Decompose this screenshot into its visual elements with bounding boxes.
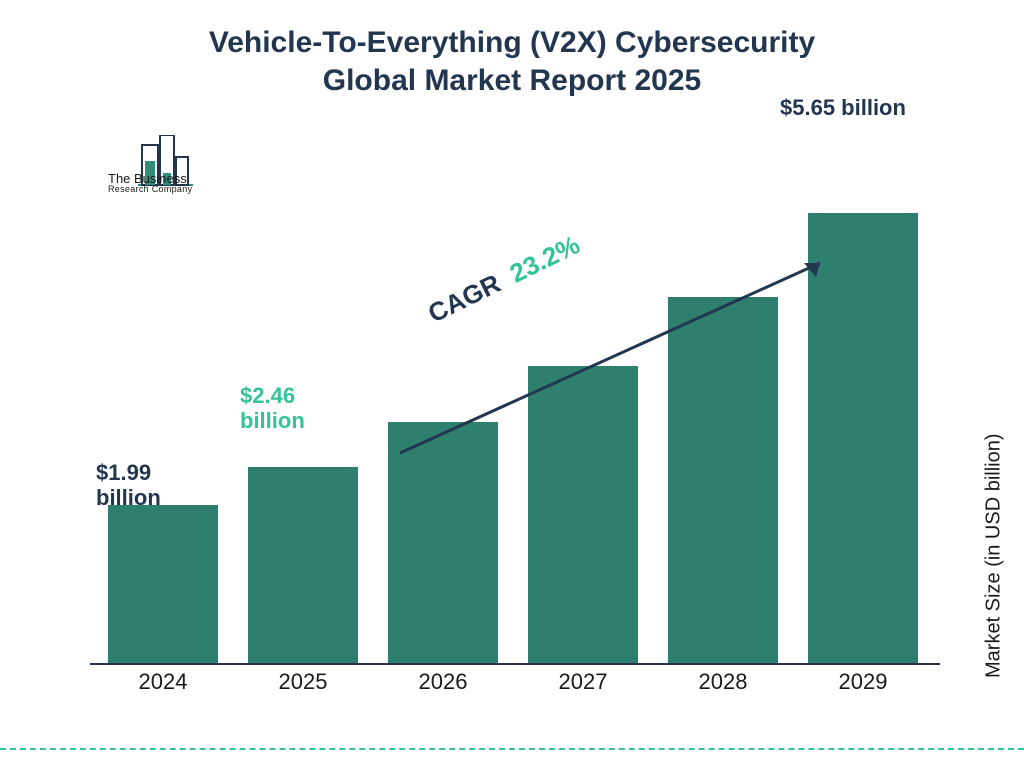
x-axis-line bbox=[90, 663, 940, 665]
chart-title: Vehicle-To-Everything (V2X) Cybersecurit… bbox=[0, 0, 1024, 99]
x-label-2029: 2029 bbox=[808, 669, 918, 695]
x-label-2026: 2026 bbox=[388, 669, 498, 695]
y-axis-label: Market Size (in USD billion) bbox=[983, 433, 1006, 678]
value-label-0: $1.99billion bbox=[96, 460, 161, 511]
value-label-2: $5.65 billion bbox=[780, 95, 906, 120]
bar-2024 bbox=[108, 505, 218, 663]
x-label-2028: 2028 bbox=[668, 669, 778, 695]
bottom-divider bbox=[0, 748, 1024, 750]
value-label-1: $2.46billion bbox=[240, 383, 305, 434]
bar-2025 bbox=[248, 467, 358, 663]
title-line1: Vehicle-To-Everything (V2X) Cybersecurit… bbox=[209, 26, 815, 59]
title-line2: Global Market Report 2025 bbox=[323, 64, 701, 97]
bar-chart: 2024 2025 2026 2027 2028 2029 $1.99billion $2.… bbox=[90, 125, 940, 695]
x-label-2027: 2027 bbox=[528, 669, 638, 695]
x-label-2025: 2025 bbox=[248, 669, 358, 695]
x-label-2024: 2024 bbox=[108, 669, 218, 695]
